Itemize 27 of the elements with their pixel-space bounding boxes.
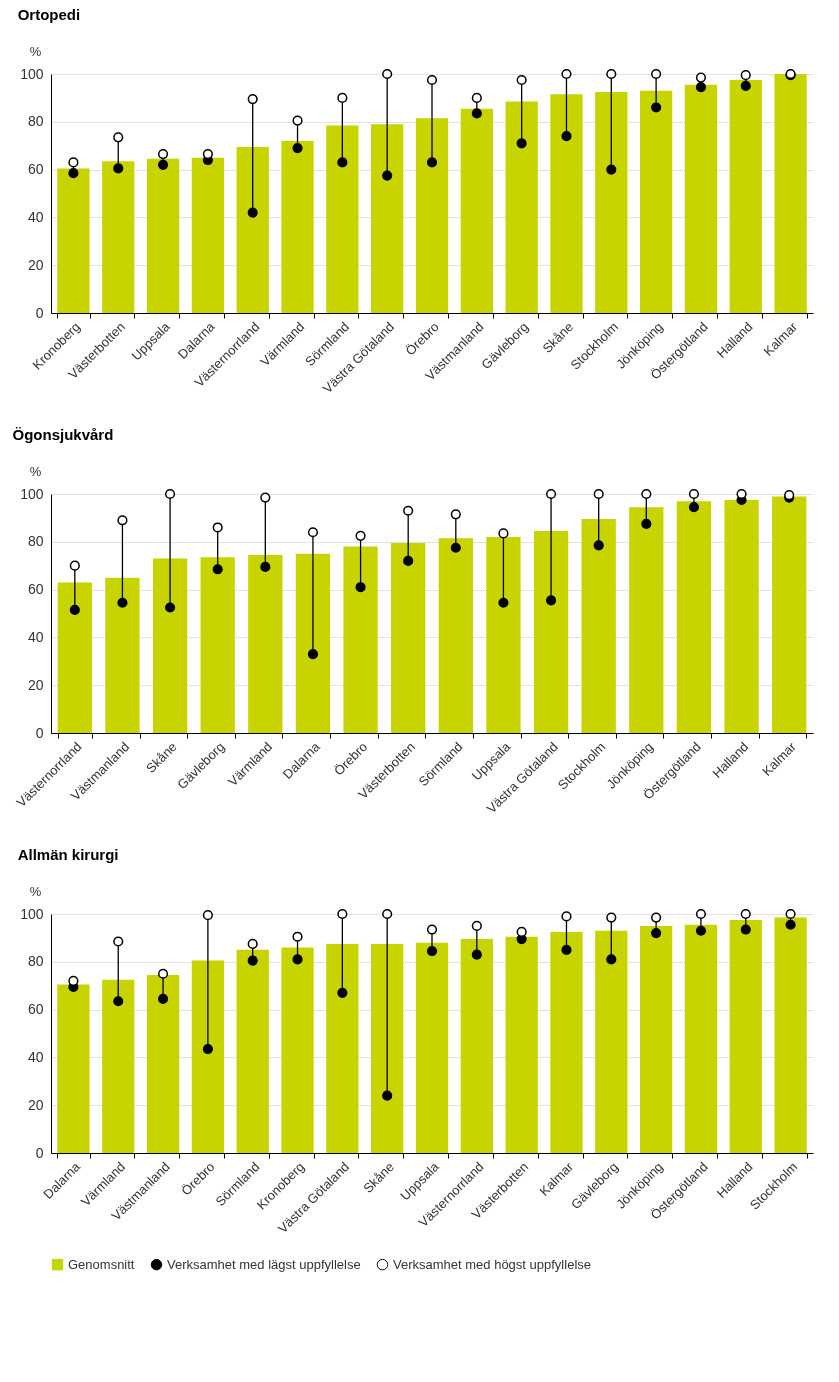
- y-tick-label: 60: [27, 581, 44, 598]
- legend-label: Genomsnitt: [68, 1256, 135, 1272]
- y-tick-label: 60: [27, 1001, 44, 1018]
- y-tick-label: 40: [27, 208, 44, 225]
- y-tick-label: 100: [20, 905, 44, 922]
- y-tick-label: 20: [27, 1096, 44, 1113]
- y-axis-title: %: [29, 883, 42, 899]
- legend-label: Verksamhet med högst uppfyllelse: [393, 1256, 591, 1272]
- legend-label: Verksamhet med lägst uppfyllelse: [167, 1256, 361, 1272]
- y-tick-label: 20: [27, 256, 44, 273]
- y-tick-label: 0: [35, 724, 44, 741]
- y-tick-label: 80: [27, 953, 44, 970]
- chart-title: Ortopedi: [17, 6, 81, 23]
- y-tick-label: 100: [20, 485, 44, 502]
- y-tick-label: 40: [27, 1048, 44, 1065]
- y-tick-label: 0: [35, 1144, 44, 1161]
- y-tick-label: 20: [27, 676, 44, 693]
- y-axis-title: %: [29, 43, 42, 59]
- chart-title: Allmän kirurgi: [17, 846, 119, 863]
- chart-title: Ögonsjukvård: [12, 426, 114, 443]
- y-tick-label: 40: [27, 628, 44, 645]
- y-tick-label: 100: [20, 65, 44, 82]
- y-tick-label: 0: [35, 304, 44, 321]
- y-tick-label: 80: [27, 113, 44, 130]
- y-axis-title: %: [29, 463, 42, 479]
- y-tick-label: 60: [27, 161, 44, 178]
- y-tick-label: 80: [27, 533, 44, 550]
